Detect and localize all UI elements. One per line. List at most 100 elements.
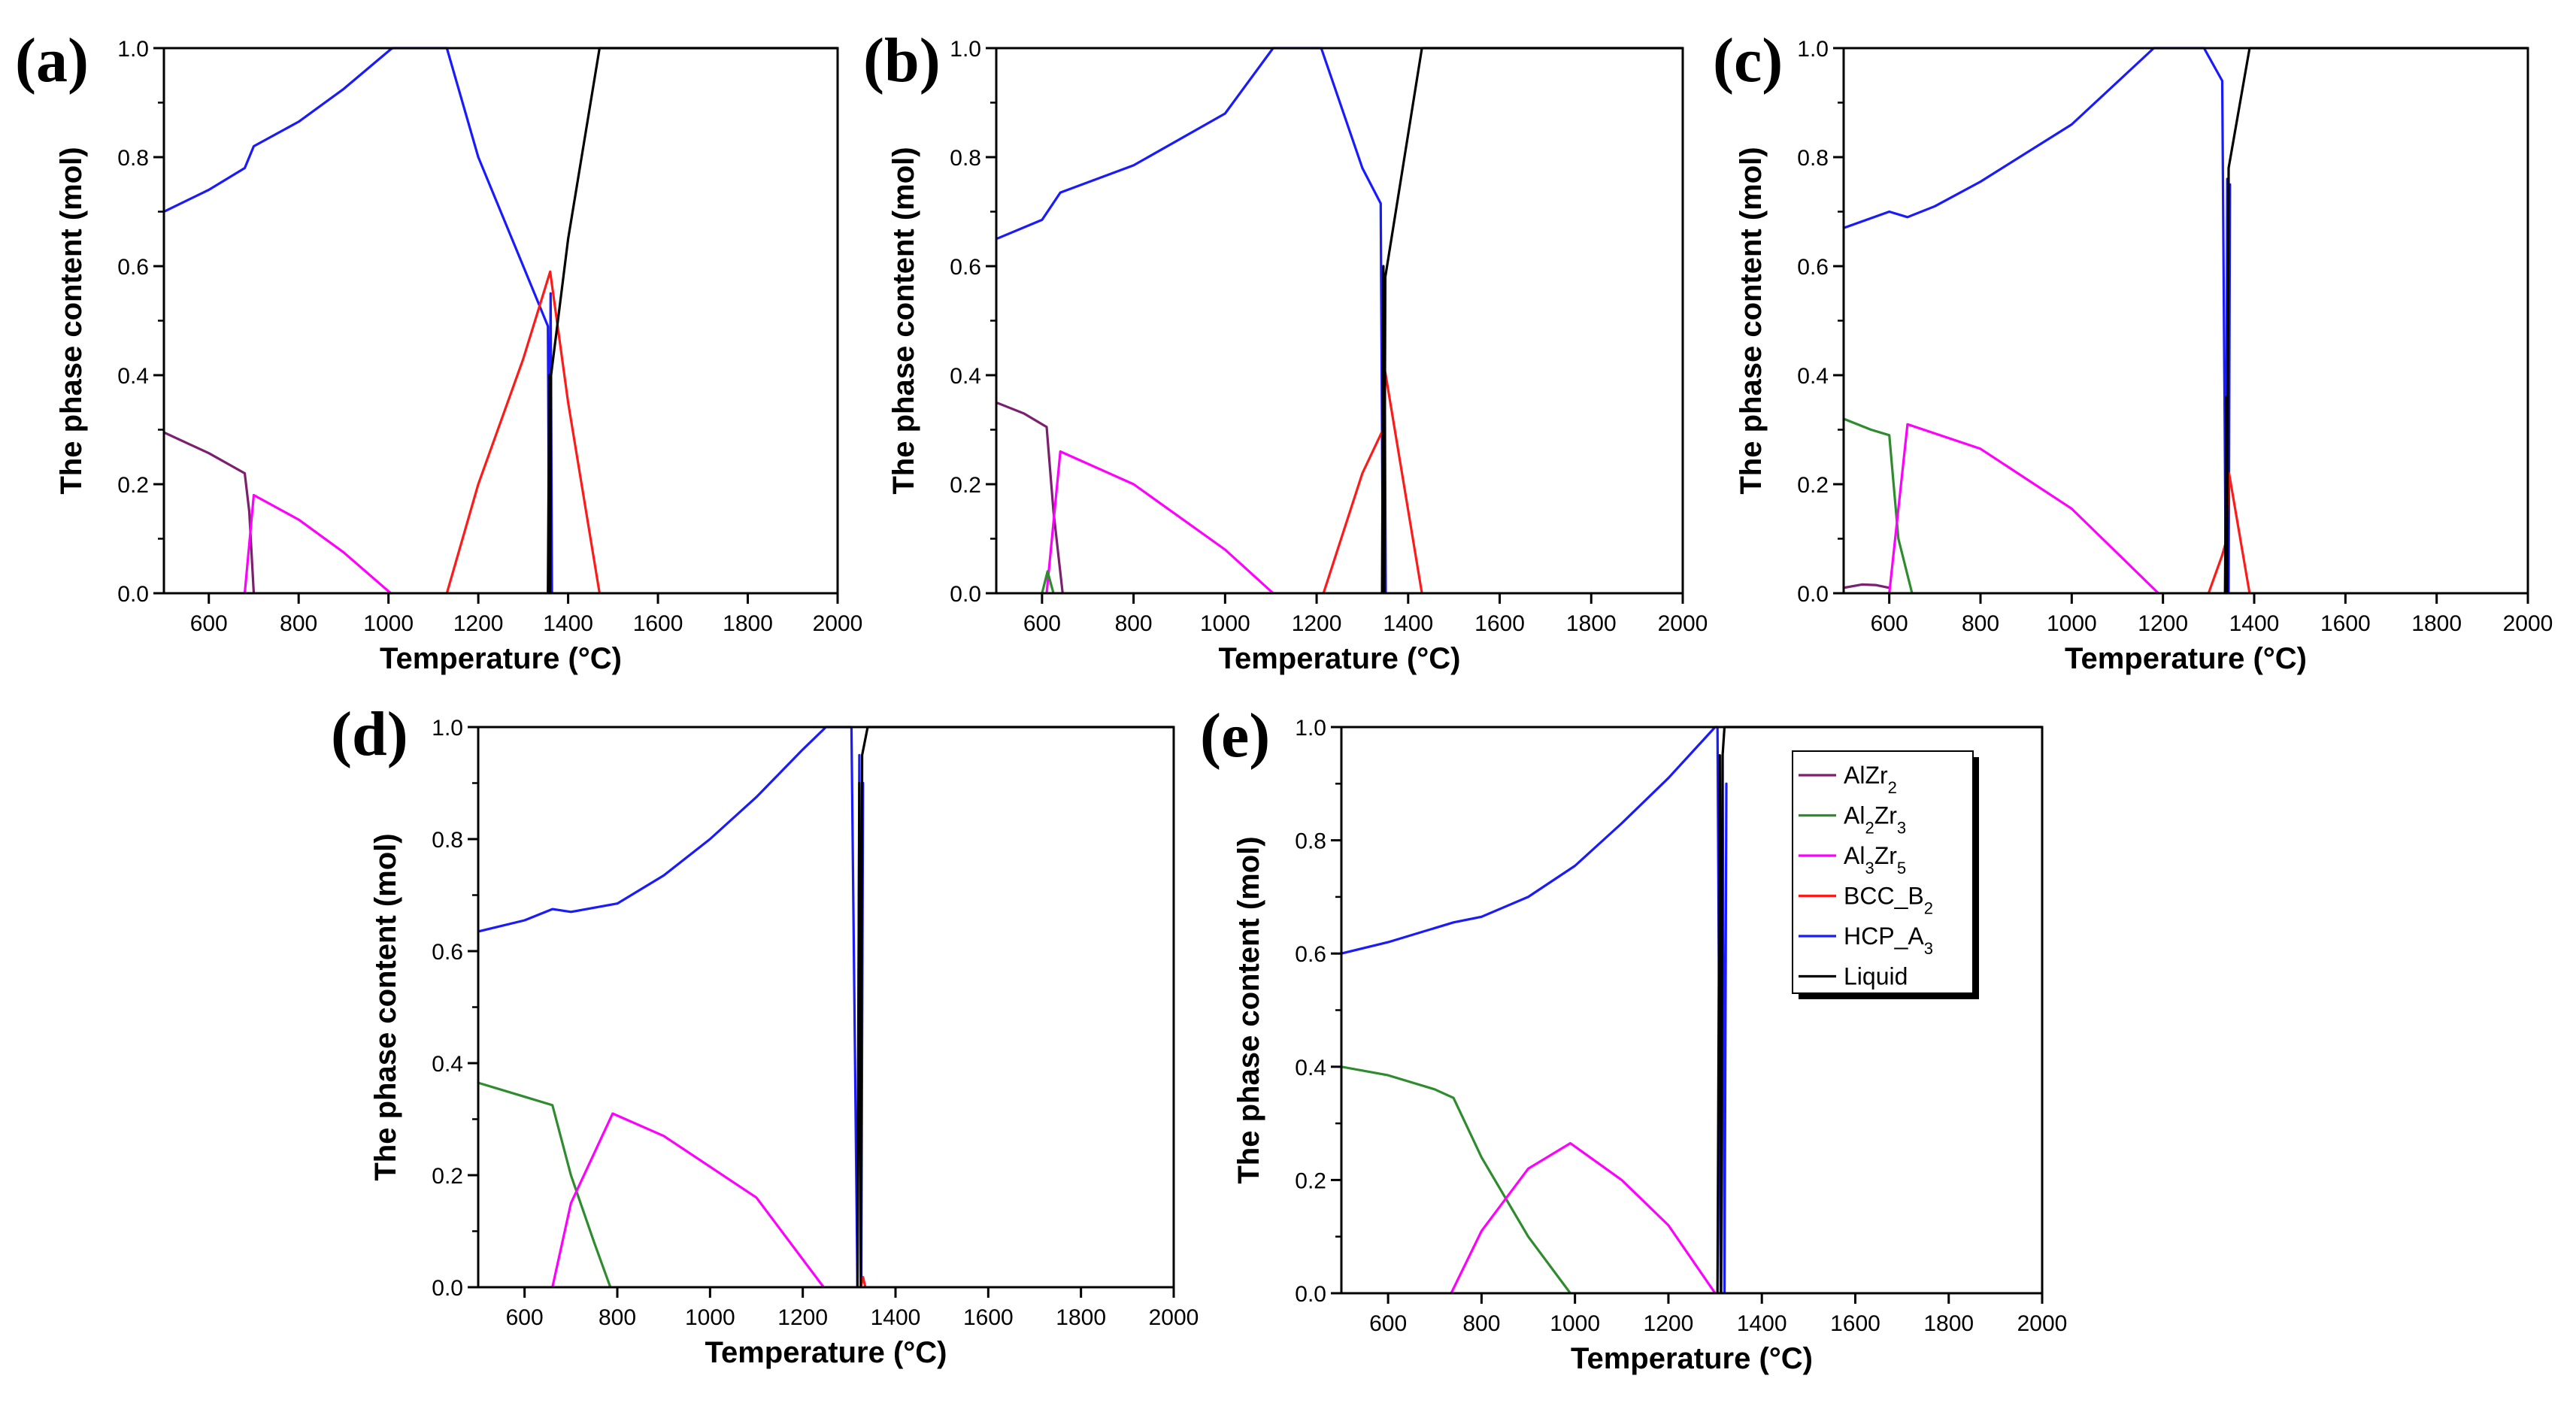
y-tick-label: 0.0 <box>117 582 149 607</box>
y-tick-label: 1.0 <box>117 37 149 62</box>
series-line-al3zr5 <box>1888 423 2160 593</box>
series-line-alzr2 <box>996 401 1064 593</box>
x-tick-label: 1600 <box>2320 611 2371 636</box>
y-tick-label: 0.4 <box>117 364 149 389</box>
legend-label-bcc-b2: BCC_B2 <box>1844 883 1933 918</box>
x-tick-label: 800 <box>1462 1311 1500 1336</box>
panel-a: 600 800 1000 1200 1400 1600 1800 2000 0.0 0.2 0.4 0… <box>15 26 862 675</box>
panel-d: 600 800 1000 1200 1400 1600 1800 2000 0.0 0.2 0.4 0… <box>331 699 1199 1369</box>
x-tick-label: 800 <box>1962 611 1999 636</box>
y-tick-label: 0.0 <box>950 582 981 607</box>
x-axis-label: Temperature (°C) <box>380 642 622 675</box>
panel-label: (c) <box>1713 26 1783 95</box>
y-tick-label: 0.8 <box>1797 146 1829 171</box>
y-tick-label: 0.2 <box>950 473 981 498</box>
x-tick-label: 1800 <box>1056 1305 1106 1330</box>
y-tick-label: 0.4 <box>1295 1056 1326 1080</box>
x-tick-label: 2000 <box>2503 611 2553 636</box>
x-tick-label: 1400 <box>543 611 593 636</box>
panel-b: 600 800 1000 1200 1400 1600 1800 2000 0.0 0.2 0.4 0… <box>863 26 1708 675</box>
x-tick-label: 1800 <box>1566 611 1617 636</box>
y-axis-label: The phase content (mol) <box>55 147 88 494</box>
x-tick-label: 1400 <box>1383 611 1433 636</box>
x-tick-label: 800 <box>599 1305 636 1330</box>
x-tick-label: 1600 <box>633 611 683 636</box>
x-tick-label: 600 <box>1871 611 1908 636</box>
x-tick-label: 800 <box>280 611 317 636</box>
panel-label: (b) <box>863 26 941 95</box>
y-tick-label: 1.0 <box>432 716 463 741</box>
y-axis-label: The phase content (mol) <box>887 147 920 494</box>
series-line-al2zr3 <box>1341 1065 1572 1293</box>
panel-label: (d) <box>331 699 408 769</box>
x-tick-label: 2000 <box>2017 1311 2068 1336</box>
y-tick-label: 0.0 <box>432 1276 463 1301</box>
x-tick-label: 1800 <box>2411 611 2462 636</box>
legend-label-alzr2: AlZr2 <box>1844 762 1897 797</box>
x-tick-label: 1600 <box>1474 611 1525 636</box>
y-tick-label: 0.0 <box>1797 582 1829 607</box>
y-tick-label: 0.2 <box>1295 1168 1326 1193</box>
y-tick-label: 0.8 <box>950 146 981 171</box>
y-tick-label: 1.0 <box>1797 37 1829 62</box>
panel-label: (a) <box>15 26 89 95</box>
y-tick-label: 1.0 <box>950 37 981 62</box>
x-tick-label: 1200 <box>2138 611 2188 636</box>
x-tick-label: 600 <box>190 611 228 636</box>
y-tick-label: 0.8 <box>117 146 149 171</box>
y-tick-label: 0.4 <box>432 1052 463 1077</box>
legend-label-hcp-a3: HCP_A3 <box>1844 923 1933 958</box>
x-tick-label: 1800 <box>1923 1311 1974 1336</box>
series-line-al3zr5 <box>1450 1141 1717 1293</box>
series-line-al2zr3 <box>1844 417 1914 593</box>
y-tick-label: 0.8 <box>1295 829 1326 854</box>
x-tick-label: 1800 <box>723 611 773 636</box>
y-tick-label: 0.2 <box>432 1164 463 1189</box>
x-tick-label: 2000 <box>1658 611 1708 636</box>
y-tick-label: 1.0 <box>1295 716 1326 741</box>
x-tick-label: 600 <box>1369 1311 1407 1336</box>
series-line-al2zr3 <box>478 1081 612 1287</box>
y-tick-label: 0.4 <box>1797 364 1829 389</box>
x-tick-label: 1000 <box>685 1305 735 1330</box>
y-tick-label: 0.6 <box>1295 942 1326 967</box>
y-tick-label: 0.0 <box>1295 1282 1326 1307</box>
series-line-alzr2 <box>1844 583 1891 589</box>
y-tick-label: 0.2 <box>117 473 149 498</box>
y-tick-label: 0.8 <box>432 828 463 853</box>
x-tick-label: 600 <box>506 1305 544 1330</box>
series-line-al3zr5 <box>243 493 392 593</box>
panels: 600 800 1000 1200 1400 1600 1800 2000 0.0 0.2 0.4 0… <box>15 26 2553 1375</box>
x-tick-label: 1200 <box>777 1305 828 1330</box>
y-axis-label: The phase content (mol) <box>369 833 402 1180</box>
x-tick-label: 1400 <box>1737 1311 1787 1336</box>
x-tick-label: 1400 <box>871 1305 921 1330</box>
legend-label-al3zr5: Al3Zr5 <box>1844 842 1906 877</box>
x-tick-label: 1200 <box>453 611 504 636</box>
x-tick-label: 600 <box>1023 611 1061 636</box>
panel-e: 600 800 1000 1200 1400 1600 1800 2000 0.0 0.2 0.4 0… <box>1200 701 2067 1375</box>
series-line-al2zr3 <box>1041 570 1055 593</box>
y-tick-label: 0.6 <box>950 255 981 280</box>
x-tick-label: 1000 <box>1550 1311 1600 1336</box>
x-axis-label: Temperature (°C) <box>1571 1342 1813 1375</box>
y-tick-label: 0.2 <box>1797 473 1829 498</box>
series-line-bcc-b2 <box>445 270 602 593</box>
x-axis-label: Temperature (°C) <box>705 1336 947 1369</box>
x-tick-label: 1200 <box>1292 611 1342 636</box>
legend: AlZr2 Al2Zr3 Al3Zr5 BCC_B2 HCP_A3 Liquid <box>1792 750 1979 999</box>
y-tick-label: 0.6 <box>1797 255 1829 280</box>
y-tick-label: 0.6 <box>432 940 463 965</box>
legend-label-al2zr3: Al2Zr3 <box>1844 802 1906 838</box>
x-tick-label: 2000 <box>813 611 863 636</box>
x-tick-label: 1600 <box>963 1305 1014 1330</box>
x-axis-label: Temperature (°C) <box>1219 642 1461 675</box>
series-line-al3zr5 <box>551 1112 826 1287</box>
x-tick-label: 1000 <box>1200 611 1250 636</box>
y-tick-label: 0.4 <box>950 364 981 389</box>
y-tick-label: 0.6 <box>117 255 149 280</box>
panel-label: (e) <box>1200 701 1270 771</box>
y-axis-label: The phase content (mol) <box>1232 836 1265 1183</box>
x-tick-label: 1000 <box>2047 611 2097 636</box>
